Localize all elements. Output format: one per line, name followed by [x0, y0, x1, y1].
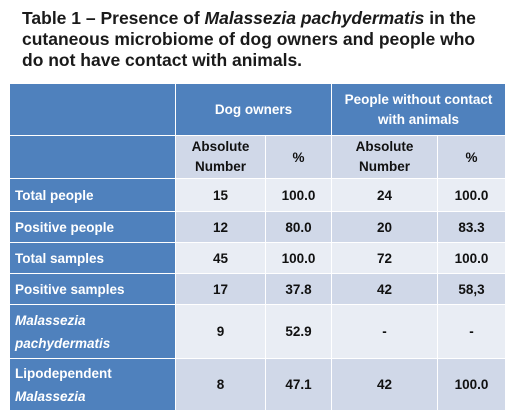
- sub-header-row: Absolute Number % Absolute Number %: [9, 135, 507, 179]
- table-cell: 83.3: [437, 211, 507, 243]
- table-caption: Table 1 – Presence of Malassezia pachyde…: [22, 8, 492, 71]
- table-cell: 100.0: [437, 358, 507, 411]
- table-cell: 100.0: [437, 178, 507, 212]
- group-header-dog-owners: Dog owners: [174, 83, 333, 136]
- row-label-total-people: Total people: [9, 178, 176, 212]
- sub-header-absolute-1: Absolute Number: [175, 135, 266, 179]
- table-cell: 80.0: [264, 211, 333, 243]
- caption-prefix: Table 1 – Presence of: [22, 8, 205, 28]
- table-cell: 45: [175, 242, 266, 274]
- table-row: Positive samples 17 37.8 42 58,3: [9, 273, 507, 305]
- table-cell: 42: [331, 358, 439, 411]
- table-row: Positive people 12 80.0 20 83.3: [9, 211, 507, 243]
- table-cell: 8: [175, 358, 266, 411]
- table-cell: -: [437, 304, 507, 359]
- caption-species: Malassezia pachydermatis: [204, 8, 425, 28]
- table-cell: 58,3: [437, 273, 507, 305]
- row-label-lipodependent-malassezia: Lipodependent Malassezia: [9, 358, 176, 411]
- table-row: Lipodependent Malassezia 8 47.1 42 100.0: [9, 358, 507, 411]
- data-table: Dog owners People without contact with a…: [9, 83, 507, 411]
- table-row: Malassezia pachydermatis 9 52.9 - -: [9, 304, 507, 359]
- table-cell: 17: [175, 273, 266, 305]
- table-cell: 20: [331, 211, 439, 243]
- corner-cell: [9, 83, 176, 136]
- table-row: Total people 15 100.0 24 100.0: [9, 178, 507, 212]
- row-label-malassezia-pachydermatis: Malassezia pachydermatis: [9, 304, 176, 359]
- row-label-total-samples: Total samples: [9, 242, 176, 274]
- table-cell: 37.8: [264, 273, 333, 305]
- row-label-positive-samples: Positive samples: [9, 273, 176, 305]
- sub-header-percent-2: %: [437, 135, 507, 179]
- row-label-positive-people: Positive people: [9, 211, 176, 243]
- table-cell: 42: [331, 273, 439, 305]
- row-label-line2: Malassezia: [15, 388, 86, 404]
- table-cell: 72: [331, 242, 439, 274]
- group-header-no-contact: People without contact with animals: [331, 83, 507, 136]
- row-label-line1: Lipodependent: [15, 365, 112, 381]
- sub-header-percent-1: %: [264, 135, 333, 179]
- table-cell: 100.0: [437, 242, 507, 274]
- table-cell: -: [331, 304, 439, 359]
- sub-header-absolute-2: Absolute Number: [331, 135, 439, 179]
- table-cell: 52.9: [264, 304, 333, 359]
- table-cell: 24: [331, 178, 439, 212]
- group-header-row: Dog owners People without contact with a…: [9, 83, 507, 136]
- table-cell: 12: [175, 211, 266, 243]
- caption-suffix: in the cutaneous microbiome of dog owner…: [22, 8, 476, 70]
- table-cell: 100.0: [264, 178, 333, 212]
- table-cell: 47.1: [264, 358, 333, 411]
- sub-header-blank: [9, 135, 176, 179]
- table-cell: 100.0: [264, 242, 333, 274]
- table-cell: 15: [175, 178, 266, 212]
- table-cell: 9: [175, 304, 266, 359]
- table-row: Total samples 45 100.0 72 100.0: [9, 242, 507, 274]
